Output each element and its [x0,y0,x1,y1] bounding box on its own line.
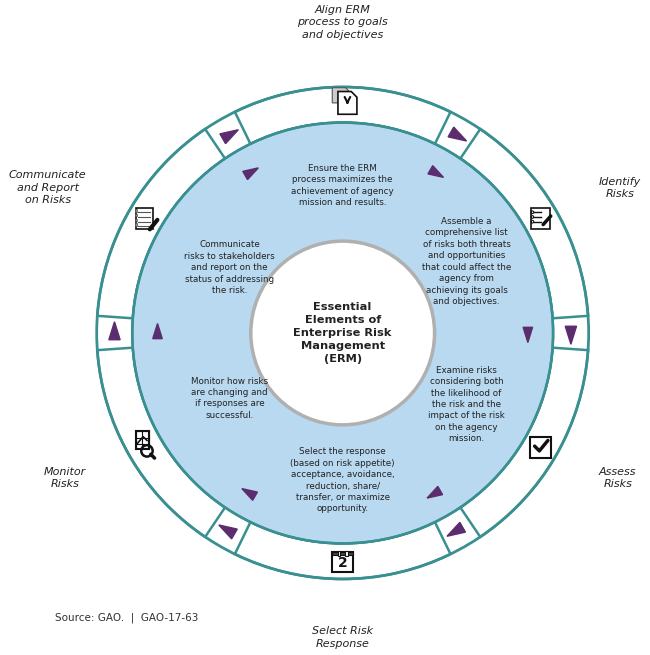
Circle shape [251,241,435,425]
PathPatch shape [332,88,351,103]
Text: 2: 2 [338,556,348,570]
Polygon shape [448,127,467,141]
Text: Ensure the ERM
process maximizes the
achievement of agency
mission and results.: Ensure the ERM process maximizes the ach… [291,164,394,208]
Circle shape [91,81,595,585]
Text: Examine risks
considering both
the likelihood of
the risk and the
impact of the : Examine risks considering both the likel… [428,365,505,443]
Text: Assemble a
comprehensive list
of risks both threats
and opportunities
that could: Assemble a comprehensive list of risks b… [422,217,512,306]
Polygon shape [109,322,120,340]
Bar [135,219,137,221]
Wedge shape [235,87,450,144]
Bar [337,551,340,556]
Polygon shape [219,525,237,539]
Polygon shape [428,166,443,178]
Wedge shape [98,348,225,537]
Text: Monitor
Risks: Monitor Risks [44,467,86,489]
Text: Communicate
and Report
on Risks: Communicate and Report on Risks [9,170,86,205]
Bar [135,223,137,226]
Wedge shape [98,129,225,318]
Bar [345,551,348,556]
Text: Communicate
risks to stakeholders
and report on the
status of addressing
the ris: Communicate risks to stakeholders and re… [185,240,275,295]
Polygon shape [427,487,443,498]
Bar [530,437,551,458]
Text: Select Risk
Response: Select Risk Response [312,626,373,649]
PathPatch shape [338,92,357,114]
Polygon shape [447,522,465,536]
Wedge shape [460,129,588,318]
Bar [136,208,153,229]
Text: Monitor how risks
are changing and
if responses are
successful.: Monitor how risks are changing and if re… [191,377,268,420]
Bar [135,214,137,216]
Text: Identify
Risks: Identify Risks [599,177,641,199]
Polygon shape [153,324,162,339]
Polygon shape [242,489,257,500]
Bar [135,209,137,212]
Circle shape [132,122,553,544]
Polygon shape [243,168,258,179]
Text: Source: GAO.  |  GAO-17-63: Source: GAO. | GAO-17-63 [55,613,199,624]
Bar [332,552,353,572]
Bar [136,431,149,449]
Polygon shape [566,326,577,345]
Text: Assess
Risks: Assess Risks [599,467,636,489]
Wedge shape [460,348,588,537]
Bar [332,552,353,555]
Text: Select the response
(based on risk appetite)
acceptance, avoidance,
reduction, s: Select the response (based on risk appet… [291,447,395,514]
Polygon shape [220,130,239,143]
Polygon shape [523,328,532,343]
Text: Essential
Elements of
Enterprise Risk
Management
(ERM): Essential Elements of Enterprise Risk Ma… [294,301,392,364]
Wedge shape [235,522,450,579]
Text: Align ERM
process to goals
and objectives: Align ERM process to goals and objective… [297,5,388,39]
Bar [531,208,550,229]
